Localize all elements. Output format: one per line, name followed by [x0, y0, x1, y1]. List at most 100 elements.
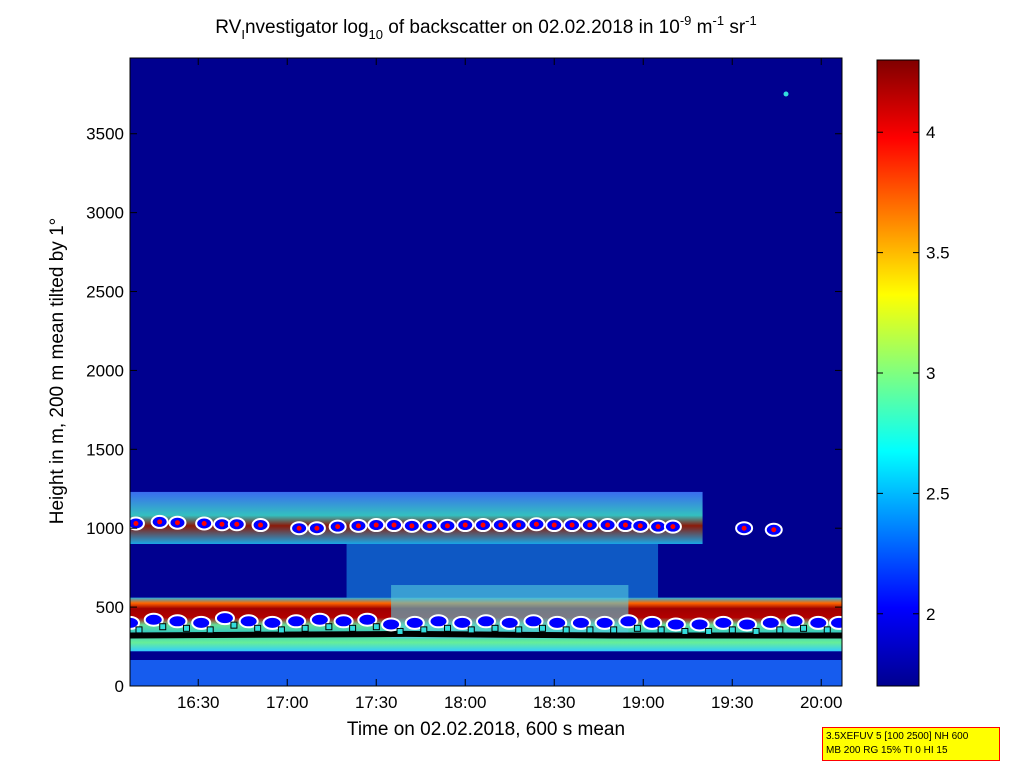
- marker-1000m-core-13: [409, 523, 415, 529]
- cyan-square-400m-10: [372, 623, 380, 631]
- marker-1000m-core-21: [551, 522, 557, 528]
- y-tick-label-5: 2500: [86, 283, 124, 302]
- marker-1000m-core-3: [201, 520, 207, 526]
- cyan-square-400m-27: [776, 626, 784, 634]
- cyan-square-400m-16: [515, 626, 523, 634]
- processing-info-box: 3.5XEFUV 5 [100 2500] NH 600 MB 200 RG 1…: [822, 727, 1000, 761]
- marker-1000m-core-18: [498, 522, 504, 528]
- cyan-square-400m-11: [396, 627, 404, 635]
- cyan-square-400m-12: [420, 626, 428, 634]
- cyan-square-400m-17: [538, 624, 546, 632]
- cyan-square-400m-28: [800, 624, 808, 632]
- y-tick-label-1: 500: [96, 598, 124, 617]
- marker-1000m-core-11: [373, 522, 379, 528]
- marker-400m-14: [452, 615, 473, 630]
- x-tick-label-6: 19:30: [711, 693, 754, 712]
- cyan-square-400m-6: [277, 626, 285, 634]
- x-tick-label-2: 17:30: [355, 693, 398, 712]
- marker-1000m-core-19: [516, 522, 522, 528]
- marker-400m-9: [333, 614, 354, 629]
- marker-1000m-core-22: [569, 522, 575, 528]
- marker-1000m-core-15: [444, 523, 450, 529]
- cyan-square-400m-18: [562, 626, 570, 634]
- layer-markers: [130, 514, 851, 639]
- heatmap-plot: [130, 58, 851, 686]
- y-tick-label-4: 2000: [86, 361, 124, 380]
- marker-1000m-core-2: [174, 520, 180, 526]
- marker-1000m-core-14: [427, 523, 433, 529]
- elevated-layer-band: [130, 491, 703, 544]
- cyan-square-400m-23: [681, 627, 689, 635]
- cyan-square-400m-7: [301, 624, 309, 632]
- marker-400m-15: [476, 614, 496, 629]
- marker-400m-25: [713, 615, 734, 630]
- marker-1000m-core-16: [462, 522, 468, 528]
- marker-1000m-core-9: [335, 524, 341, 530]
- cyan-square-400m-20: [610, 626, 618, 634]
- cyan-square-400m-9: [349, 624, 357, 632]
- colorbar-axis: 2 2.5 3 3.5 4: [877, 123, 950, 624]
- marker-400m-13: [428, 614, 449, 629]
- title-subscript-i: I: [241, 27, 245, 42]
- marker-1000m-core-0: [133, 520, 139, 526]
- marker-400m-21: [618, 614, 639, 629]
- marker-1000m-core-8: [314, 525, 320, 531]
- cyan-square-400m-22: [657, 626, 665, 634]
- cyan-square-400m-24: [705, 627, 713, 635]
- plot-frame: [129, 57, 843, 687]
- x-axis: 16:30 17:00 17:30 18:00 18:30 19:00 19:30 20:00: [177, 58, 843, 712]
- x-tick-label-1: 17:00: [266, 693, 309, 712]
- low-level-blue-band: [130, 660, 842, 686]
- marker-1000m-core-30: [771, 527, 777, 533]
- marker-400m-22: [642, 615, 663, 630]
- cyan-square-400m-19: [586, 626, 594, 634]
- cyan-square-400m-4: [230, 621, 238, 629]
- cb-tick-label-0: 2: [926, 605, 935, 624]
- x-tick-label-0: 16:30: [177, 693, 220, 712]
- cyan-square-400m-25: [728, 626, 736, 634]
- marker-400m-8: [309, 612, 330, 627]
- info-line-1: 3.5XEFUV 5 [100 2500] NH 600: [826, 731, 969, 742]
- cyan-square-400m-8: [325, 623, 333, 631]
- cyan-square-400m-13: [444, 624, 452, 632]
- cyan-square-400m-3: [206, 626, 214, 634]
- marker-400m-2: [167, 614, 188, 629]
- info-line-2: MB 200 RG 15% TI 0 HI 15: [826, 745, 948, 756]
- y-tick-label-2: 1000: [86, 519, 124, 538]
- marker-400m-18: [547, 615, 568, 630]
- y-tick-label-7: 3500: [86, 125, 124, 144]
- marker-400m-12: [404, 615, 425, 630]
- cyan-square-400m-15: [491, 624, 499, 632]
- marker-1000m-core-17: [480, 522, 486, 528]
- x-tick-label-5: 19:00: [622, 693, 665, 712]
- marker-1000m-core-4: [219, 521, 225, 527]
- marker-400m-23: [665, 617, 686, 632]
- marker-400m-24: [689, 617, 710, 632]
- x-axis-label: Time on 02.02.2018, 600 s mean: [347, 719, 625, 740]
- cyan-square-400m-14: [467, 626, 475, 634]
- isolated-signal-spot: [783, 91, 789, 97]
- marker-1000m-core-20: [533, 521, 539, 527]
- marker-1000m-core-12: [391, 522, 397, 528]
- x-tick-label-7: 20:00: [800, 693, 843, 712]
- black-line-300m: [130, 630, 842, 639]
- marker-1000m-core-5: [234, 521, 240, 527]
- marker-400m-4: [214, 611, 235, 626]
- marker-400m-5: [238, 614, 259, 629]
- y-tick-label-0: 0: [115, 677, 124, 696]
- marker-1000m-core-1: [157, 519, 163, 525]
- cyan-square-400m-5: [254, 624, 262, 632]
- marker-400m-3: [191, 615, 212, 630]
- marker-400m-10: [357, 612, 378, 627]
- y-axis-label: Height in m, 200 m mean tilted by 1°: [47, 218, 68, 524]
- marker-400m-17: [523, 614, 544, 629]
- marker-1000m-core-27: [655, 524, 661, 530]
- cb-tick-label-4: 4: [926, 123, 935, 142]
- marker-1000m-core-10: [355, 523, 361, 529]
- marker-400m-20: [594, 615, 615, 630]
- cb-tick-label-1: 2.5: [926, 484, 950, 503]
- cyan-square-400m-1: [159, 623, 167, 631]
- y-axis: 0 500 1000 1500 2000 2500 3000 3500: [86, 125, 842, 696]
- cyan-square-400m-30: [845, 627, 851, 633]
- marker-1000m-core-6: [258, 522, 264, 528]
